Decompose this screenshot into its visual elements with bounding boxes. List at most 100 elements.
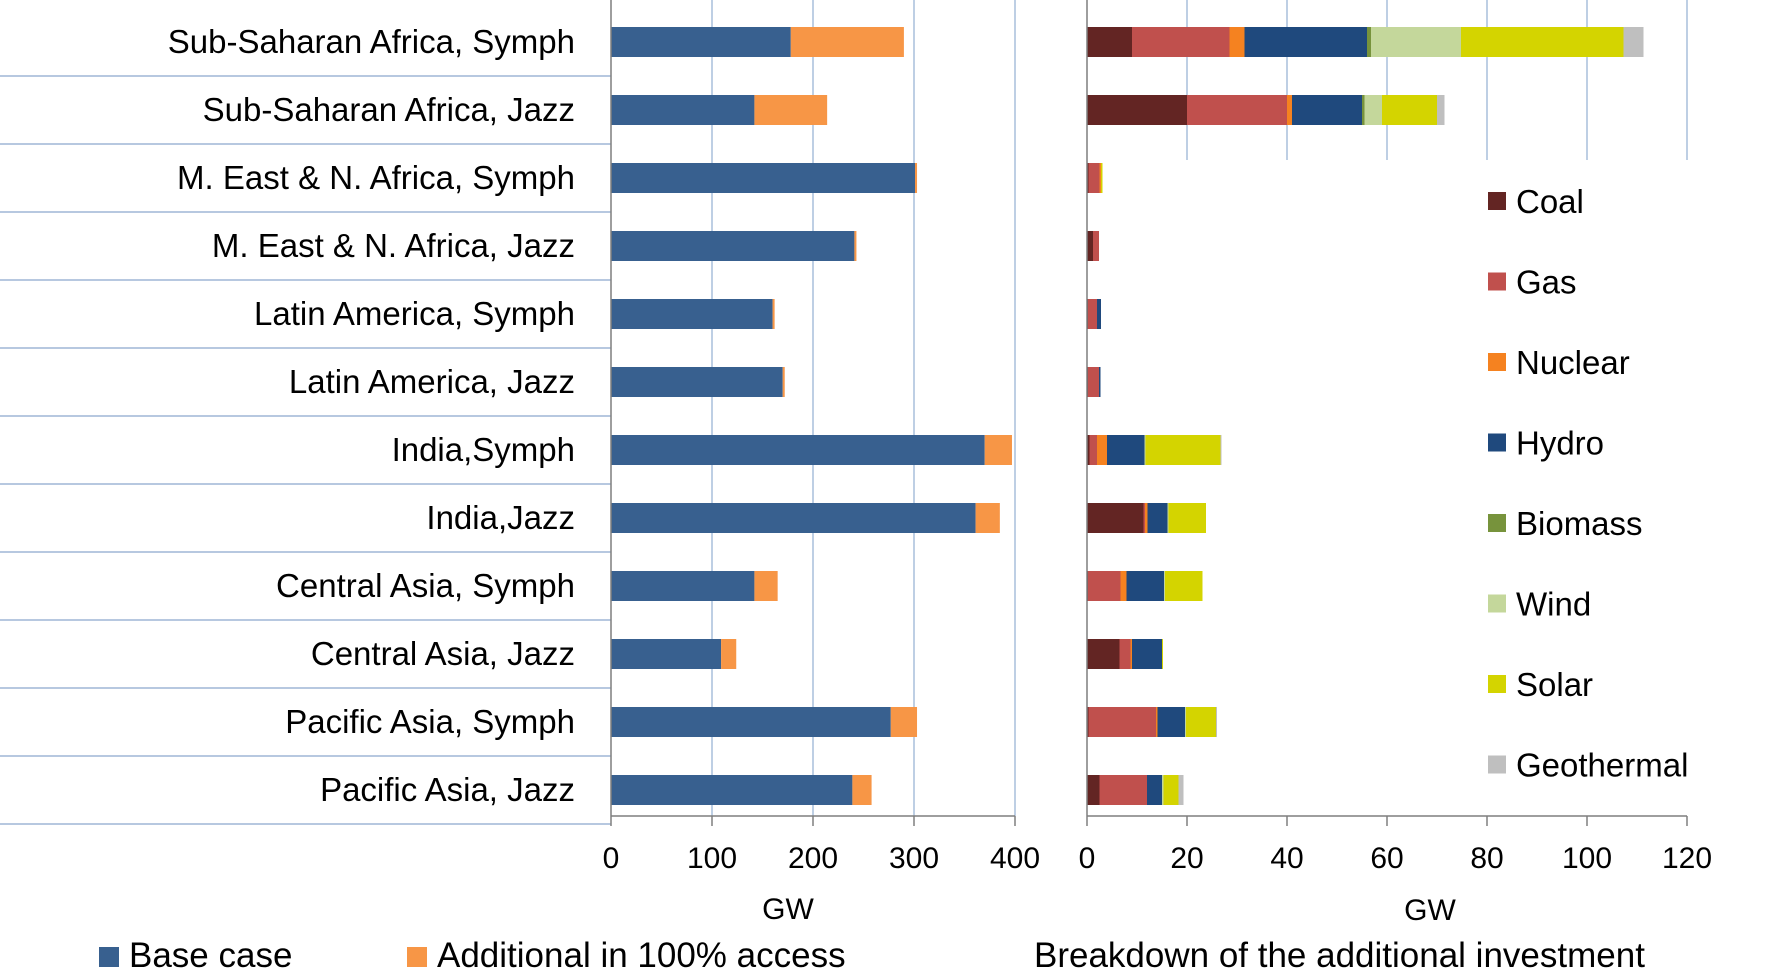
legend-label-wind: Wind: [1516, 586, 1591, 623]
legend-label-nuclear: Nuclear: [1516, 344, 1630, 381]
bar-solar-m-east-n-africa-symph: [1101, 163, 1103, 193]
bar-geothermal-india-symph: [1220, 435, 1222, 465]
legend-swatch-gas: [1488, 272, 1506, 291]
legend-swatch-solar: [1488, 675, 1506, 693]
legend-swatch-hydro: [1488, 433, 1506, 452]
bar-nuclear-sub-saharan-africa-jazz: [1287, 95, 1292, 125]
bar-geothermal-pacific-asia-symph: [1216, 707, 1217, 737]
legend-label-hydro: Hydro: [1516, 425, 1604, 462]
bar-base-case-pacific-asia-symph: [611, 707, 891, 737]
category-label: India,Jazz: [426, 499, 575, 536]
category-label: Central Asia, Symph: [276, 567, 575, 604]
bar-solar-central-asia-symph: [1165, 571, 1203, 601]
bar-base-case-m-east-n-africa-symph: [611, 163, 916, 193]
bar-nuclear-sub-saharan-africa-symph: [1229, 27, 1245, 57]
category-separator-lines: [0, 75, 611, 825]
legend-label-additional: Additional in 100% access: [437, 936, 846, 975]
bar-geothermal-sub-saharan-africa-symph: [1623, 27, 1644, 57]
legend-label-geothermal: Geothermal: [1516, 747, 1688, 784]
category-label: Sub-Saharan Africa, Jazz: [203, 91, 575, 128]
bar-solar-india-jazz: [1168, 503, 1206, 533]
left-gridlines: [711, 0, 1016, 816]
legend-label-solar: Solar: [1516, 666, 1593, 703]
bar-nuclear-india-jazz: [1145, 503, 1148, 533]
bar-base-case-sub-saharan-africa-jazz: [611, 95, 755, 125]
left-x-tick-label: 300: [889, 842, 939, 875]
category-labels: Sub-Saharan Africa, Symph Sub-Saharan Afr…: [168, 23, 575, 808]
bar-base-case-latin-america-symph: [611, 299, 773, 329]
right-bars: [1087, 27, 1644, 805]
bar-wind-india-jazz: [1167, 503, 1169, 533]
bar-gas-m-east-n-africa-symph: [1088, 163, 1100, 193]
bar-geothermal-sub-saharan-africa-jazz: [1437, 95, 1445, 125]
bar-gas-pacific-asia-symph: [1088, 707, 1156, 737]
bar-coal-india-symph: [1087, 435, 1090, 465]
bar-hydro-india-symph: [1107, 435, 1145, 465]
bar-solar-central-asia-jazz: [1162, 639, 1163, 669]
legend-label-gas: Gas: [1516, 264, 1577, 301]
bar-additional-in-100-access-latin-america-symph: [772, 299, 775, 329]
bar-hydro-sub-saharan-africa-symph: [1244, 27, 1367, 57]
legend-swatch-biomass: [1488, 514, 1506, 532]
right-x-tick-label: 0: [1079, 842, 1096, 875]
bar-additional-in-100-access-latin-america-jazz: [782, 367, 785, 397]
bar-additional-in-100-access-m-east-n-africa-jazz: [854, 231, 857, 261]
bar-biomass-sub-saharan-africa-symph: [1367, 27, 1371, 57]
bar-base-case-m-east-n-africa-jazz: [611, 231, 855, 261]
bar-wind-pacific-asia-symph: [1185, 707, 1186, 737]
category-label: M. East & N. Africa, Symph: [177, 159, 575, 196]
bar-gas-central-asia-symph: [1088, 571, 1121, 601]
bar-biomass-sub-saharan-africa-jazz: [1362, 95, 1365, 125]
bar-solar-pacific-asia-jazz: [1163, 775, 1179, 805]
bar-base-case-central-asia-jazz: [611, 639, 722, 669]
bar-wind-central-asia-symph: [1164, 571, 1165, 601]
bar-hydro-pacific-asia-jazz: [1147, 775, 1162, 805]
left-x-tick-label: 0: [603, 842, 620, 875]
right-chart-title: Breakdown of the additional investment: [1034, 936, 1645, 975]
legend-swatch-nuclear: [1488, 353, 1506, 371]
right-x-tick-label: 20: [1170, 842, 1203, 875]
bar-additional-in-100-access-central-asia-jazz: [721, 639, 737, 669]
category-label: Pacific Asia, Symph: [285, 703, 575, 740]
bar-wind-pacific-asia-jazz: [1162, 775, 1164, 805]
bar-additional-in-100-access-pacific-asia-jazz: [852, 775, 872, 805]
legend-label-biomass: Biomass: [1516, 505, 1643, 542]
bar-wind-india-symph: [1144, 435, 1146, 465]
bar-hydro-latin-america-symph: [1097, 299, 1101, 329]
bar-coal-sub-saharan-africa-jazz: [1087, 95, 1187, 125]
right-legend: Coal Gas Nuclear Hydro Biomass Wind Solar Geoth…: [1488, 183, 1688, 784]
bar-additional-in-100-access-m-east-n-africa-symph: [915, 163, 918, 193]
bar-nuclear-central-asia-symph: [1120, 571, 1127, 601]
bottom-legend: Base case Additional in 100% access: [99, 936, 846, 975]
bar-coal-m-east-n-africa-jazz: [1087, 231, 1093, 261]
left-x-axis: 0 100 200 300 400: [603, 0, 1040, 875]
bar-gas-central-asia-jazz: [1119, 639, 1131, 669]
bar-nuclear-pacific-asia-symph: [1156, 707, 1158, 737]
right-x-tick-label: 120: [1662, 842, 1712, 875]
bar-coal-central-asia-jazz: [1087, 639, 1120, 669]
bar-hydro-central-asia-symph: [1126, 571, 1164, 601]
bar-additional-in-100-access-india-jazz: [975, 503, 1000, 533]
bar-additional-in-100-access-central-asia-symph: [754, 571, 778, 601]
legend-swatch-coal: [1488, 192, 1506, 210]
bar-additional-in-100-access-india-symph: [984, 435, 1012, 465]
bar-additional-in-100-access-sub-saharan-africa-jazz: [754, 95, 828, 125]
right-x-tick-label: 40: [1270, 842, 1303, 875]
bar-gas-sub-saharan-africa-symph: [1132, 27, 1230, 57]
bar-gas-india-symph: [1089, 435, 1097, 465]
left-x-tick-label: 100: [687, 842, 737, 875]
bar-geothermal-pacific-asia-jazz: [1178, 775, 1184, 805]
bar-coal-india-jazz: [1087, 503, 1144, 533]
bar-base-case-india-symph: [611, 435, 985, 465]
bar-base-case-central-asia-symph: [611, 571, 755, 601]
bar-coal-sub-saharan-africa-symph: [1087, 27, 1132, 57]
category-label: Sub-Saharan Africa, Symph: [168, 23, 575, 60]
bar-hydro-central-asia-jazz: [1132, 639, 1162, 669]
bar-hydro-pacific-asia-symph: [1157, 707, 1185, 737]
right-x-tick-label: 100: [1562, 842, 1612, 875]
bar-gas-sub-saharan-africa-jazz: [1187, 95, 1287, 125]
right-x-tick-label: 80: [1470, 842, 1503, 875]
bar-gas-latin-america-symph: [1088, 299, 1097, 329]
bar-base-case-india-jazz: [611, 503, 976, 533]
